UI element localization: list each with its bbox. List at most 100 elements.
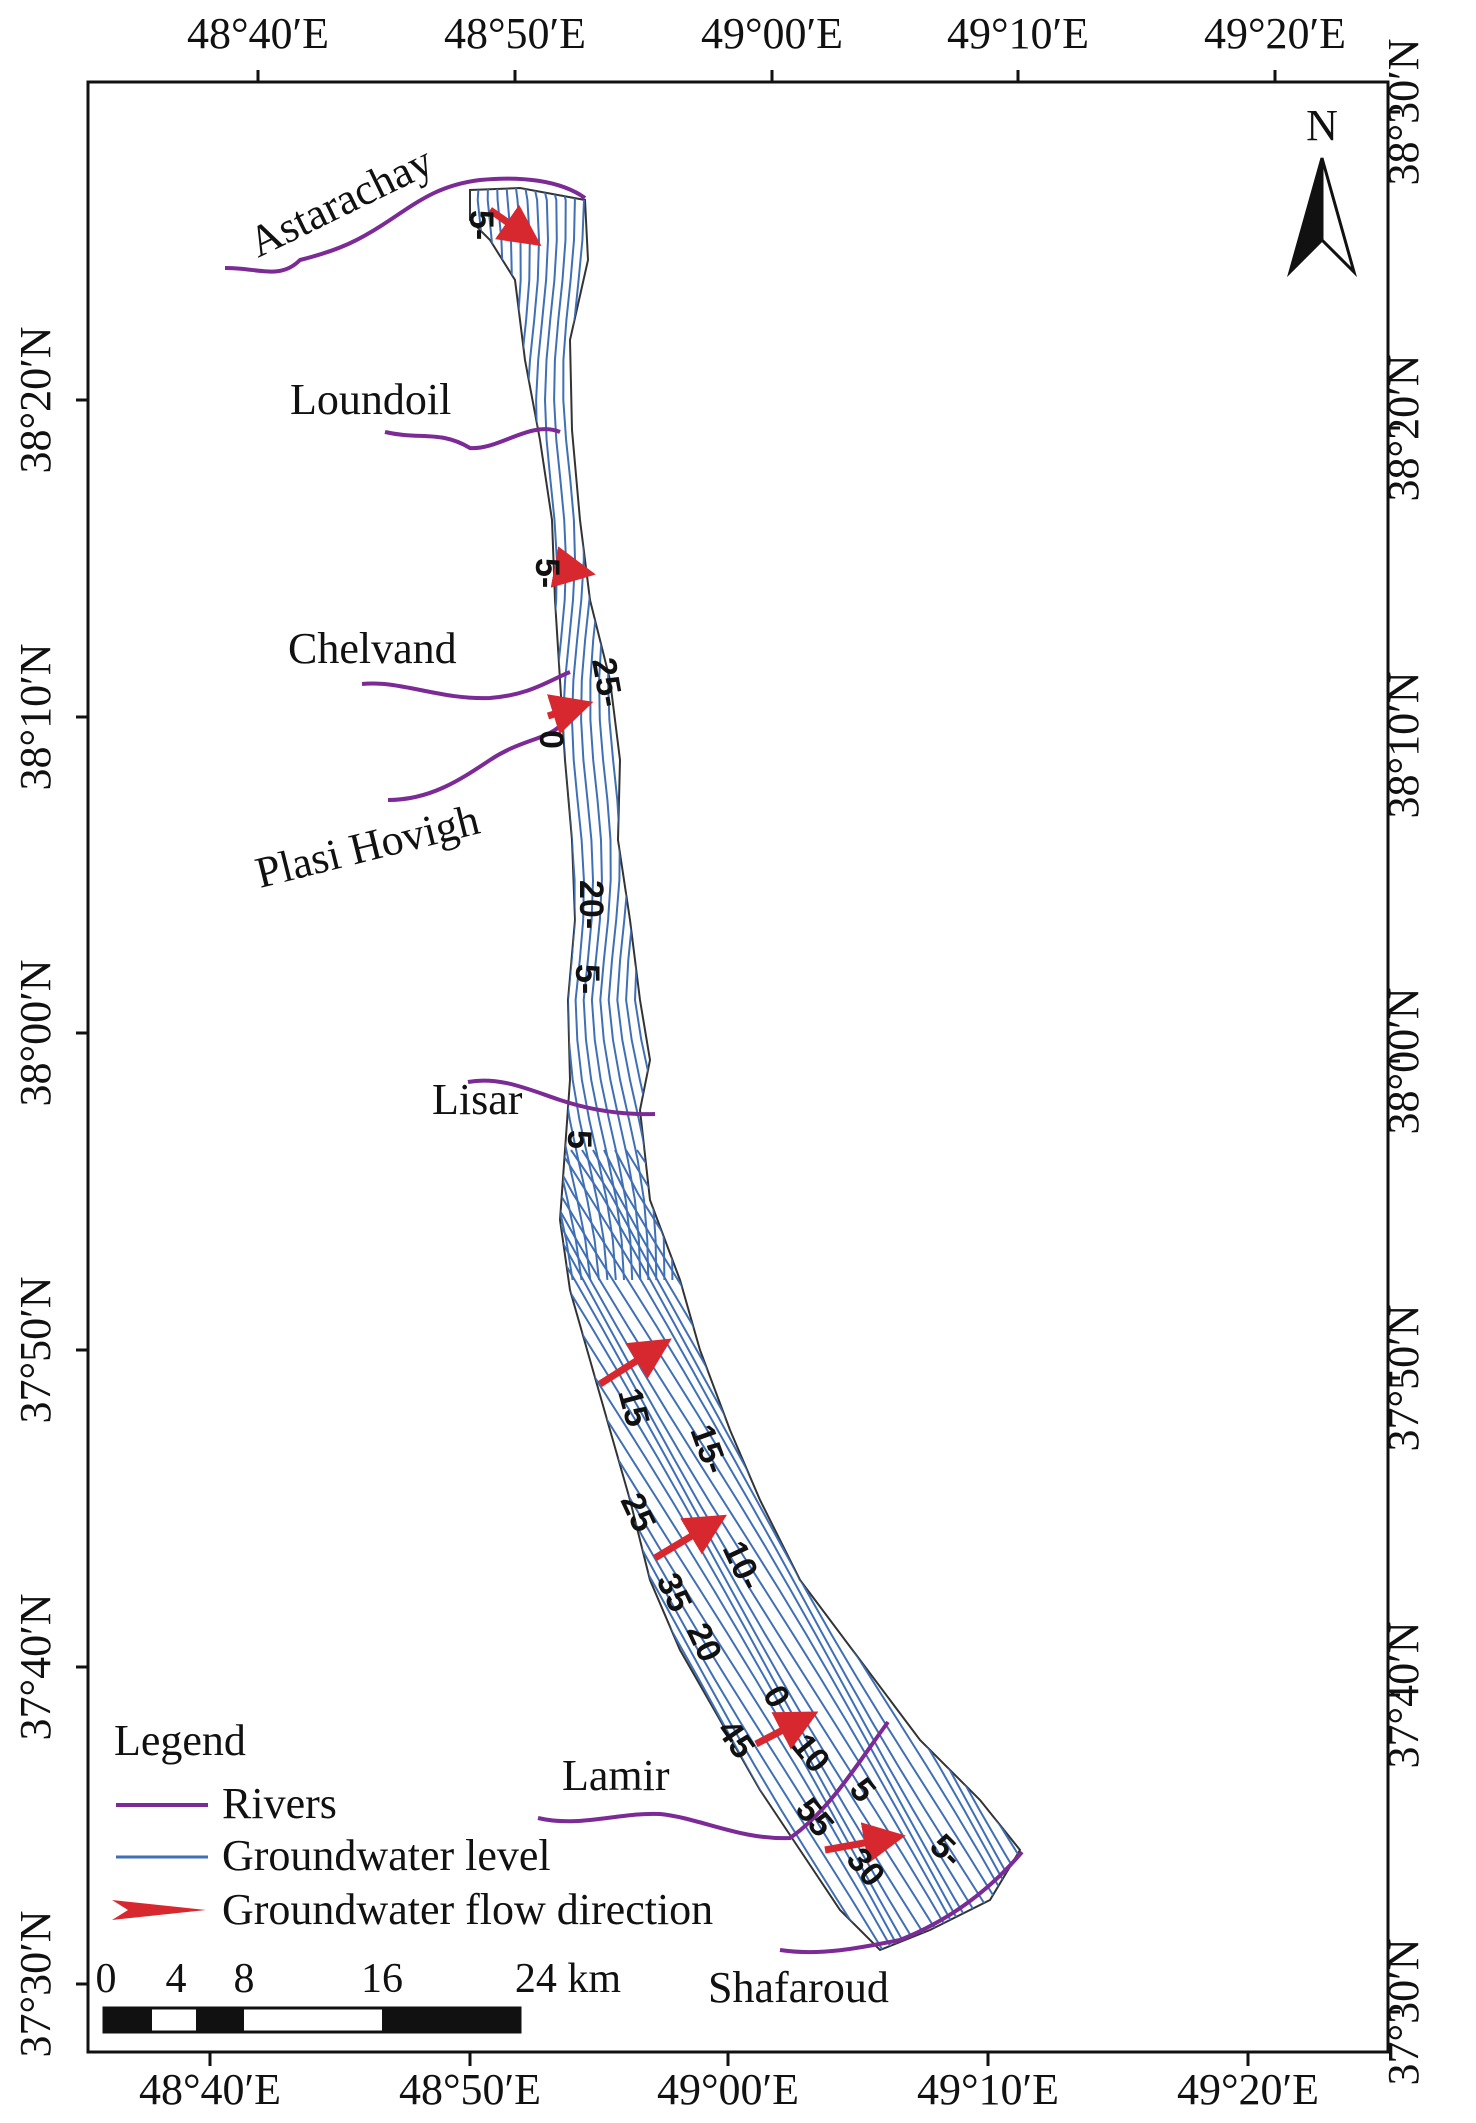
top-tick-label: 48°40′E	[187, 9, 329, 58]
river-label-loundoil: Loundoil	[290, 375, 451, 424]
contour-label: 5-	[568, 964, 606, 994]
left-tick-label: 37°30′N	[11, 1911, 60, 2058]
contour-line	[482, 1149, 1005, 1950]
contour-line	[1010, 1149, 1020, 1950]
scale-bar: 0 4 8 16 24 km	[96, 1956, 622, 2034]
contour-line	[955, 1149, 1020, 1950]
flow-arrow-icon	[598, 1338, 672, 1387]
contour-line	[1132, 1150, 1476, 2030]
right-tick-label: 38°30′N	[1379, 39, 1428, 186]
scale-label: 4	[166, 1956, 187, 2002]
river-lisar	[467, 1078, 656, 1117]
contour-line	[1198, 1150, 1476, 2030]
legend-flow-arrow-icon	[112, 1900, 206, 1920]
contour-label: 25-	[584, 655, 630, 710]
river-label-shafaroud: Shafaroud	[708, 1963, 889, 2012]
contour-line	[1154, 1150, 1476, 2030]
contour-line	[944, 1149, 1020, 1950]
bottom-tick-label: 48°40′E	[139, 2065, 281, 2114]
contour-line	[515, 1149, 1020, 1950]
river-label-plasi-hovigh: Plasi Hovigh	[251, 795, 485, 898]
river-label-lisar: Lisar	[432, 1075, 523, 1124]
right-tick-label: 37°40′N	[1379, 1622, 1428, 1769]
contour-line	[1121, 1150, 1476, 2030]
legend-item-groundwater-level: Groundwater level	[222, 1831, 551, 1880]
top-tick-label: 48°50′E	[444, 9, 586, 58]
contour-line	[1176, 1150, 1476, 2030]
scale-label: 8	[234, 1956, 255, 2002]
right-tick-label: 37°30′N	[1379, 1939, 1428, 2086]
north-label: N	[1306, 101, 1338, 150]
contour-label: 5-	[528, 558, 566, 588]
river-chelvand	[361, 670, 571, 701]
contour-line	[746, 1149, 1020, 1950]
contour-line	[735, 1149, 1020, 1950]
north-arrow-icon	[1287, 157, 1357, 278]
river-lamir	[537, 1720, 890, 1841]
contour-line	[651, 188, 690, 1281]
left-axis-ticks	[76, 398, 88, 1986]
contour-line	[504, 1149, 1020, 1950]
scale-label: 24 km	[515, 1956, 622, 2002]
contour-line	[1055, 1150, 1476, 2030]
river-astarachay	[224, 176, 587, 274]
contour-line	[548, 1149, 1020, 1950]
top-tick-label: 49°00′E	[701, 9, 843, 58]
contour-line	[1077, 1150, 1476, 2030]
top-axis-ticks	[256, 70, 1277, 82]
legend-item-rivers: Rivers	[222, 1779, 337, 1828]
map-frame	[86, 80, 1390, 2054]
contour-line	[1209, 1150, 1476, 2030]
flow-arrow-icon	[550, 546, 596, 588]
flow-arrow-icon	[546, 694, 594, 735]
contour-line	[1220, 1150, 1476, 2030]
contour-label: 20-	[572, 880, 610, 929]
bottom-axis-ticks	[208, 2052, 1250, 2066]
contour-line	[933, 1149, 1020, 1950]
flow-arrow-icon	[653, 1514, 728, 1562]
bottom-tick-label: 48°50′E	[399, 2065, 541, 2114]
scale-label: 0	[96, 1956, 117, 2002]
right-tick-label: 37°50′N	[1379, 1305, 1428, 1452]
right-tick-label: 38°20′N	[1379, 355, 1428, 502]
contour-line	[1165, 1150, 1476, 2030]
contour-line	[988, 1149, 1020, 1950]
left-tick-label: 38°00′N	[11, 960, 60, 1107]
contour-line	[1110, 1150, 1476, 2030]
scale-label: 16	[361, 1956, 403, 2002]
bottom-tick-label: 49°20′E	[1177, 2065, 1319, 2114]
legend-item-flow-direction: Groundwater flow direction	[222, 1885, 713, 1934]
river-label-chelvand: Chelvand	[288, 624, 457, 673]
contour-line	[1143, 1150, 1476, 2030]
contour-line	[526, 1149, 1020, 1950]
contour-line	[977, 1149, 1020, 1950]
rivers-layer	[224, 176, 1024, 1955]
left-tick-label: 38°10′N	[11, 644, 60, 791]
bottom-tick-label: 49°10′E	[917, 2065, 1059, 2114]
contour-line	[537, 1149, 1020, 1950]
left-tick-label: 38°20′N	[11, 327, 60, 474]
contour-label: 0	[532, 730, 570, 749]
flow-arrow-icon	[754, 1711, 819, 1750]
top-tick-label: 49°20′E	[1204, 9, 1346, 58]
contour-labels: 5- 5- 25- 0 20- 5- 5 15 15- 25 10- 35 20…	[462, 210, 971, 1894]
contour-line	[1066, 1150, 1476, 2030]
top-tick-label: 49°10′E	[947, 9, 1089, 58]
left-tick-label: 37°50′N	[11, 1277, 60, 1424]
contour-line	[1033, 1150, 1476, 2030]
groundwater-level-contours	[470, 188, 1476, 2030]
contour-line	[1022, 1150, 1476, 2030]
contour-line	[1088, 1150, 1476, 2030]
river-shafaroud	[779, 1850, 1024, 1955]
flow-arrow-icon	[824, 1822, 906, 1864]
contour-label: 5-	[462, 210, 500, 240]
right-tick-label: 38°10′N	[1379, 672, 1428, 819]
contour-line	[999, 1149, 1020, 1950]
river-label-lamir: Lamir	[562, 1751, 670, 1800]
river-loundoil	[384, 427, 561, 451]
flow-arrows	[487, 204, 906, 1864]
river-plasi-hovigh	[387, 724, 562, 802]
contour-label: 5	[560, 1130, 598, 1149]
contour-line	[1187, 1150, 1476, 2030]
